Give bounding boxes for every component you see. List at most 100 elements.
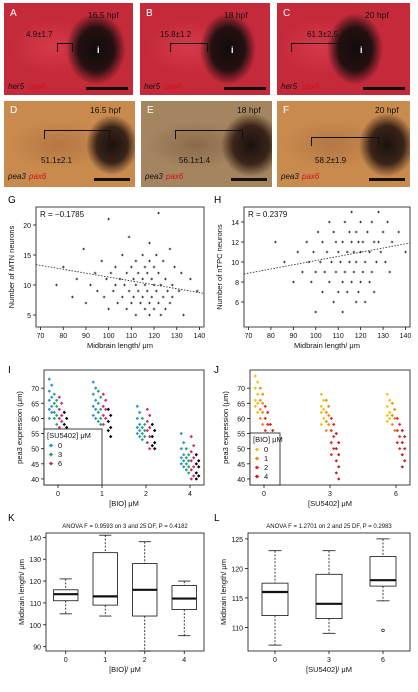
panel-g-point <box>139 301 142 305</box>
panel-l-box <box>369 556 397 587</box>
panel-i-point <box>184 462 188 466</box>
panel-j-point <box>332 434 336 439</box>
panel-i-xtick-label: 0 <box>56 491 60 498</box>
panel-j-point <box>256 380 260 384</box>
panel-h-point <box>332 300 336 304</box>
panel-g-point <box>148 313 151 317</box>
panel-h-point <box>345 250 349 254</box>
panel-g-point <box>168 247 172 251</box>
panel-j-xtick-label: 6 <box>394 491 398 498</box>
panel-a-bracket <box>57 43 73 52</box>
panel-g-point <box>161 259 165 263</box>
panel-h-point <box>354 300 358 304</box>
panel-i-ytick-label: 60 <box>31 416 39 423</box>
panel-h-point <box>370 270 374 274</box>
panel-i-point <box>140 425 144 430</box>
panel-e-gene-pea3: pea3 <box>145 172 163 181</box>
panel-i-legend-marker <box>48 443 54 448</box>
panel-d-gene-pea3: pea3 <box>8 172 26 181</box>
panel-j-point <box>319 404 323 409</box>
panel-g-point <box>166 289 169 293</box>
panel-i-point <box>138 410 142 415</box>
panel-h-point <box>323 270 327 274</box>
panel-h-point <box>334 270 338 274</box>
panel-i-ytick-label: 50 <box>31 447 39 454</box>
panel-h-point <box>352 250 356 254</box>
panel-j-point <box>334 459 338 463</box>
panel-a-gene-her5: her5 <box>8 82 25 91</box>
panel-i-point <box>47 398 51 402</box>
panel-h-point <box>341 310 345 314</box>
panel-j-point <box>261 392 265 396</box>
panel-i-point <box>55 422 59 427</box>
panel-a-label: A <box>10 8 17 19</box>
panel-h-xtick-label: 80 <box>267 333 275 340</box>
panel-j-legend-marker <box>254 465 260 470</box>
panel-j-xtick-label: 3 <box>328 491 332 498</box>
panel-g-point <box>132 295 135 299</box>
panel-j-point <box>400 465 404 469</box>
panel-g-ytick-label: 5 <box>27 313 31 320</box>
panel-i-point <box>52 410 56 415</box>
panel-c-bracket <box>291 43 349 52</box>
panel-i-point <box>182 465 186 469</box>
panel-h-point <box>314 270 318 274</box>
panel-i-point <box>91 413 95 418</box>
panel-i-point <box>143 434 147 439</box>
panel-j-point <box>393 428 397 433</box>
panel-g-xtick-label: 80 <box>59 333 67 340</box>
panel-h-ytick-label: 8 <box>235 280 239 287</box>
panel-j-ytick-label: 55 <box>237 432 245 439</box>
panel-j-point <box>319 410 323 415</box>
panel-h-point <box>379 250 383 254</box>
panel-i-point <box>109 413 113 418</box>
panel-j-ytick-label: 40 <box>237 477 245 484</box>
panel-i-point <box>47 377 51 381</box>
panel-h-ytick-label: 12 <box>231 240 239 247</box>
panel-g-point <box>177 289 181 293</box>
panel-i-point <box>148 434 152 439</box>
panel-i-point <box>94 386 98 390</box>
panel-j-point <box>337 440 341 445</box>
panel-i-point <box>65 425 69 430</box>
panel-j-point <box>324 428 328 433</box>
panel-i-xlabel: [BIO] μM <box>109 499 139 508</box>
panel-i-ytick-label: 45 <box>31 462 39 469</box>
panel-i-point <box>148 446 152 451</box>
panel-j-point <box>385 404 389 409</box>
panel-j-point <box>337 465 341 469</box>
panel-h-point <box>321 240 324 244</box>
panel-g-point <box>173 265 176 269</box>
panel-i-point <box>60 413 64 418</box>
panel-g-point <box>127 235 131 239</box>
panel-g-point <box>141 253 145 257</box>
panel-h-xtick-label: 110 <box>333 333 344 340</box>
panel-j-point <box>388 416 392 421</box>
panel-g-point <box>157 271 160 275</box>
panel-i-point <box>140 437 144 442</box>
panel-b-label: B <box>146 8 153 19</box>
panel-g-point <box>114 283 117 287</box>
panel-d-gene-pax6: pax6 <box>29 172 47 181</box>
panel-j-legend-label: 0 <box>264 445 268 454</box>
panel-b-measure: 15.8±1.2 <box>160 30 192 39</box>
panel-g-point <box>123 283 126 287</box>
panel-j-point <box>398 434 402 439</box>
panel-j-point <box>256 410 260 415</box>
panel-j-legend-marker <box>254 456 260 461</box>
panel-g-point <box>159 283 163 287</box>
panel-l-xtick-label: 6 <box>381 657 385 664</box>
panel-g-xtick-label: 130 <box>171 333 183 340</box>
panel-j-point <box>403 459 407 463</box>
panel-i-point <box>150 422 154 427</box>
panel-i-point <box>62 410 66 415</box>
panel-f-scale-bar <box>369 178 405 181</box>
panel-g-point <box>71 295 74 299</box>
panel-g-point <box>143 265 147 269</box>
panel-g-ylabel: Number of MTN neurons <box>7 225 16 308</box>
panel-i-point <box>197 459 201 463</box>
panel-k-ytick-label: 110 <box>30 601 41 608</box>
panel-i-point <box>57 416 61 421</box>
